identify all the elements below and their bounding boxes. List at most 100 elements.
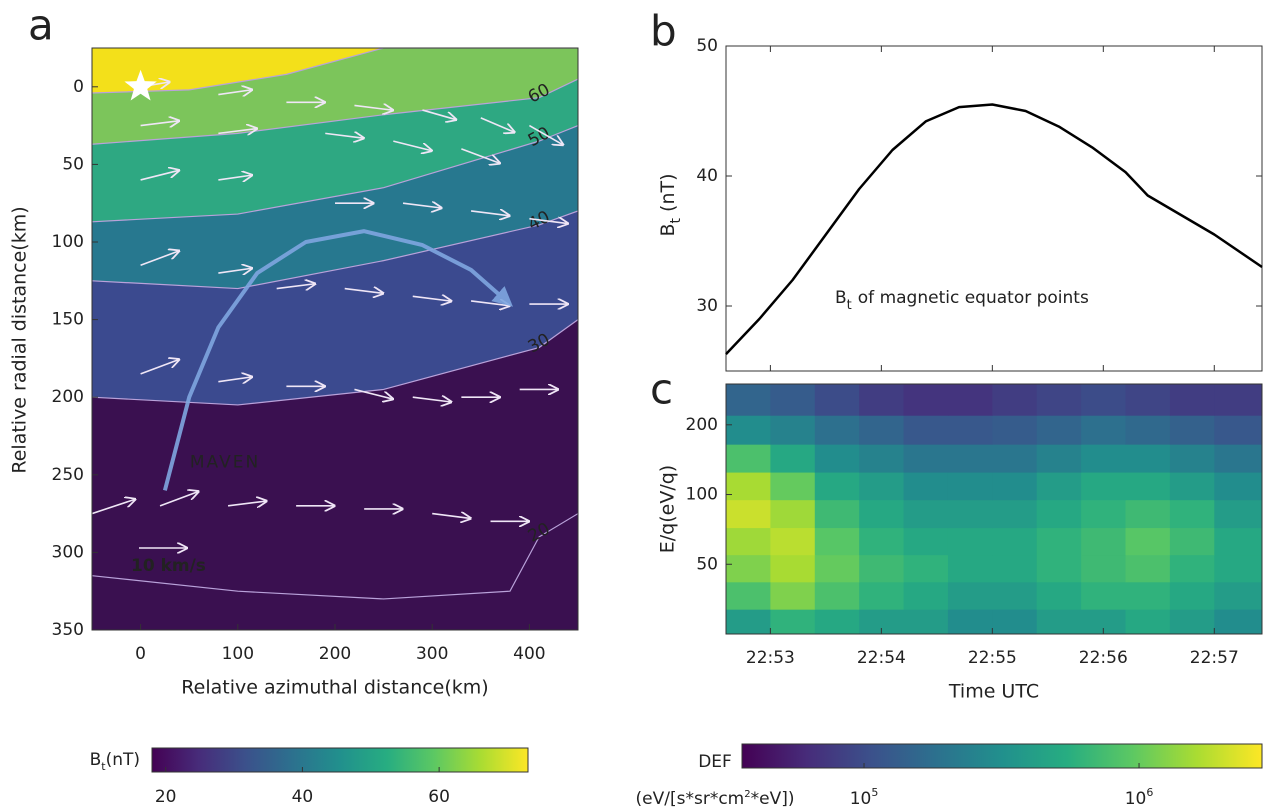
label-part: B: [90, 750, 102, 770]
velocity-vector: [159, 491, 198, 507]
heatmap-cell: [947, 581, 993, 610]
heatmap-cell: [903, 415, 949, 445]
heatmap-cell: [726, 444, 771, 473]
star-marker: [124, 69, 157, 101]
heatmap-cell: [1081, 499, 1127, 529]
heatmap-cell: [992, 444, 1038, 473]
x-tick-label: 300: [416, 644, 448, 664]
heatmap-cell: [1081, 472, 1127, 501]
heatmap-cell: [903, 444, 949, 473]
heatmap-cell: [726, 609, 771, 635]
heatmap-cell: [1081, 527, 1127, 556]
heatmap-cell: [1214, 472, 1263, 501]
y-axis-label: Bt (nT): [657, 173, 685, 236]
velocity-vector: [480, 117, 515, 132]
heatmap-cell: [903, 554, 949, 583]
heatmap-cell: [1214, 499, 1263, 529]
heatmap-cell: [770, 609, 816, 635]
velocity-vector: [402, 203, 441, 208]
heatmap-cell: [992, 499, 1038, 529]
heatmap-cell: [947, 554, 993, 583]
heatmap-cell: [992, 472, 1038, 501]
heatmap-cell: [903, 472, 949, 501]
heatmap-cell: [859, 499, 905, 529]
heatmap-cell: [814, 581, 860, 610]
panel-letter: b: [650, 7, 677, 56]
velocity-vector: [325, 133, 363, 138]
tick-exponent: 6: [1146, 786, 1153, 799]
heatmap-cell: [1125, 527, 1171, 556]
heatmap-cell: [1214, 554, 1263, 583]
heatmap-cell: [726, 499, 771, 529]
heatmap-cell: [814, 499, 860, 529]
velocity-vector: [140, 360, 179, 375]
velocity-vector: [218, 129, 256, 134]
colorbar-tick-label: 60: [428, 787, 450, 807]
y-tick-label: 100: [52, 232, 84, 252]
label-part: B: [657, 223, 679, 236]
velocity-vector: [140, 121, 179, 126]
heatmap-cell: [859, 581, 905, 610]
velocity-vector: [432, 514, 470, 519]
heatmap-cell: [814, 472, 860, 501]
heatmap-cell: [1125, 581, 1171, 610]
annotation: Bt of magnetic equator points: [835, 288, 1089, 313]
heatmap-cell: [992, 581, 1038, 610]
heatmap-cell: [859, 472, 905, 501]
heatmap-cell: [1169, 609, 1215, 635]
x-tick-label: 22:57: [1190, 648, 1239, 668]
label-sub: t: [668, 217, 684, 223]
label-part: (nT): [106, 750, 140, 770]
heatmap-cell: [947, 444, 993, 473]
annotation-part: of magnetic equator points: [858, 288, 1089, 308]
heatmap-cell: [770, 444, 816, 473]
heatmap-cell: [1125, 415, 1171, 445]
velocity-vector: [461, 148, 499, 163]
trajectory: [162, 229, 513, 491]
heatmap-cell: [992, 384, 1038, 416]
plot-frame: [725, 383, 1263, 635]
y-tick-label: 250: [52, 465, 84, 485]
velocity-vector: [218, 175, 252, 180]
y-tick-label: 50: [696, 554, 718, 574]
x-tick-label: 0: [135, 644, 146, 664]
heatmap-cell: [903, 581, 949, 610]
heatmap-cell: [1169, 499, 1215, 529]
colorbar-label: Bt(nT): [90, 750, 140, 773]
heatmap-cell: [947, 609, 993, 635]
x-tick-label: 22:56: [1079, 648, 1128, 668]
velocity-vector: [227, 501, 266, 506]
heatmap-cell: [1125, 472, 1171, 501]
x-tick-label: 100: [222, 644, 254, 664]
heatmap-cell: [1169, 384, 1215, 416]
colorbar: [741, 743, 1263, 769]
heatmap-cell: [726, 554, 771, 583]
y-tick-label: 50: [62, 154, 84, 174]
heatmap-cell: [726, 384, 771, 416]
panel-letter: a: [28, 1, 54, 50]
heatmap-cell: [770, 554, 816, 583]
velocity-vector: [92, 499, 135, 515]
heatmap-cell: [1036, 472, 1082, 501]
heatmap-cell: [903, 499, 949, 529]
colorbar-label: DEF: [698, 752, 732, 772]
y-tick-label: 40: [696, 166, 718, 186]
y-tick-label: 50: [696, 36, 718, 56]
heatmap-cell: [992, 527, 1038, 556]
velocity-vector: [470, 211, 509, 216]
heatmap-cell: [770, 415, 816, 445]
heatmap-cell: [947, 384, 993, 416]
heatmap-cell: [859, 415, 905, 445]
line-series: [725, 103, 1263, 355]
heatmap-cell: [947, 527, 993, 556]
y-axis-label: E/q(eV/q): [657, 465, 679, 553]
velocity-vector: [218, 268, 252, 273]
heatmap-cell: [1169, 554, 1215, 583]
reference-label: 10 km/s: [131, 556, 206, 576]
heatmap-cell: [770, 472, 816, 501]
contour-line: [92, 513, 578, 600]
heatmap-cell: [1214, 609, 1263, 635]
x-tick-label: 400: [513, 644, 545, 664]
heatmap-cell: [770, 581, 816, 610]
